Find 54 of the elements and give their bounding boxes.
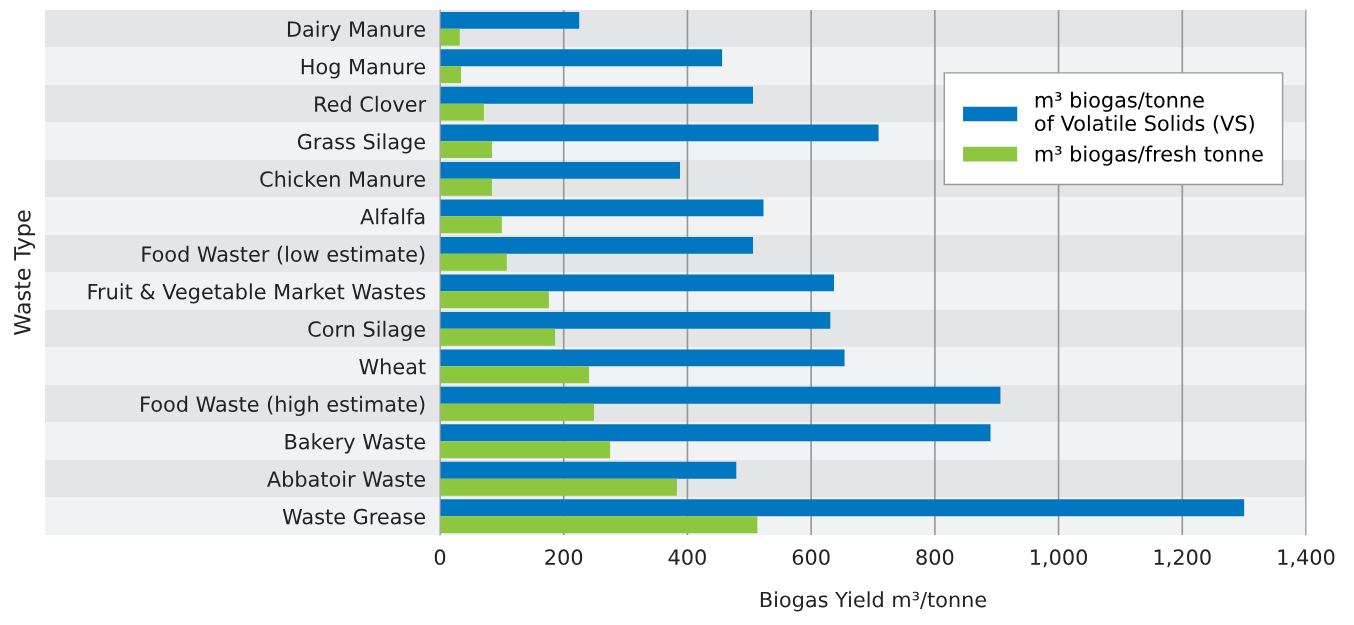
bar bbox=[440, 11, 580, 29]
y-axis-title: Waste Type bbox=[14, 210, 35, 335]
bar bbox=[440, 499, 1245, 517]
bar bbox=[440, 291, 549, 309]
bar bbox=[440, 516, 758, 534]
bar bbox=[440, 103, 484, 121]
bar bbox=[440, 403, 595, 421]
y-tick-label: Abbatoir Waste bbox=[267, 470, 425, 487]
bar bbox=[440, 328, 556, 346]
bar bbox=[440, 366, 590, 384]
legend-label: m³ biogas/tonne of Volatile Solids (VS) bbox=[1035, 91, 1254, 134]
x-tick-label: 200 bbox=[545, 549, 583, 566]
bar bbox=[440, 86, 753, 104]
y-tick-label: Food Waster (low estimate) bbox=[142, 245, 425, 265]
x-tick-label: 0 bbox=[434, 549, 446, 566]
bar bbox=[440, 478, 677, 496]
y-tick-label: Food Waste (high estimate) bbox=[141, 395, 425, 416]
y-tick-label: Wheat bbox=[359, 358, 426, 375]
bar bbox=[440, 461, 737, 479]
bar bbox=[440, 349, 845, 367]
y-tick-label: Corn Silage bbox=[308, 320, 425, 341]
bar bbox=[440, 49, 723, 67]
bar bbox=[440, 124, 879, 142]
y-tick-label: Dairy Manure bbox=[287, 20, 425, 41]
x-tick-label: 1,400 bbox=[1278, 549, 1335, 568]
bar bbox=[440, 216, 502, 234]
y-tick-label: Fruit & Vegetable Market Wastes bbox=[88, 283, 426, 304]
bar bbox=[440, 66, 462, 84]
bar bbox=[440, 161, 681, 179]
bar bbox=[440, 141, 492, 159]
x-tick-label: 400 bbox=[668, 549, 706, 566]
x-tick-label: 800 bbox=[916, 549, 954, 566]
bar bbox=[440, 424, 991, 442]
bar bbox=[440, 386, 1001, 404]
y-tick-label: Waste Grease bbox=[282, 508, 425, 525]
x-tick-label: 1,000 bbox=[1031, 549, 1088, 568]
x-tick-label: 1,200 bbox=[1154, 549, 1211, 568]
bar bbox=[440, 236, 753, 254]
bar bbox=[440, 253, 507, 271]
bar bbox=[440, 178, 492, 196]
legend-label: m³ biogas/fresh tonne bbox=[1035, 145, 1263, 166]
bar bbox=[440, 311, 831, 329]
y-tick-label: Hog Manure bbox=[301, 58, 425, 79]
bar bbox=[440, 441, 611, 459]
x-tick-label: 600 bbox=[792, 549, 830, 566]
y-tick-label: Bakery Waste bbox=[285, 433, 425, 454]
y-tick-label: Grass Silage bbox=[297, 133, 425, 154]
y-tick-label: Chicken Manure bbox=[260, 170, 425, 187]
bar bbox=[440, 274, 835, 292]
y-tick-label: Alfalfa bbox=[360, 208, 425, 225]
bar bbox=[440, 28, 460, 46]
x-axis-title: Biogas Yield m³/tonne bbox=[760, 591, 987, 612]
bar bbox=[440, 199, 764, 217]
y-tick-label: Red Clover bbox=[315, 95, 427, 112]
